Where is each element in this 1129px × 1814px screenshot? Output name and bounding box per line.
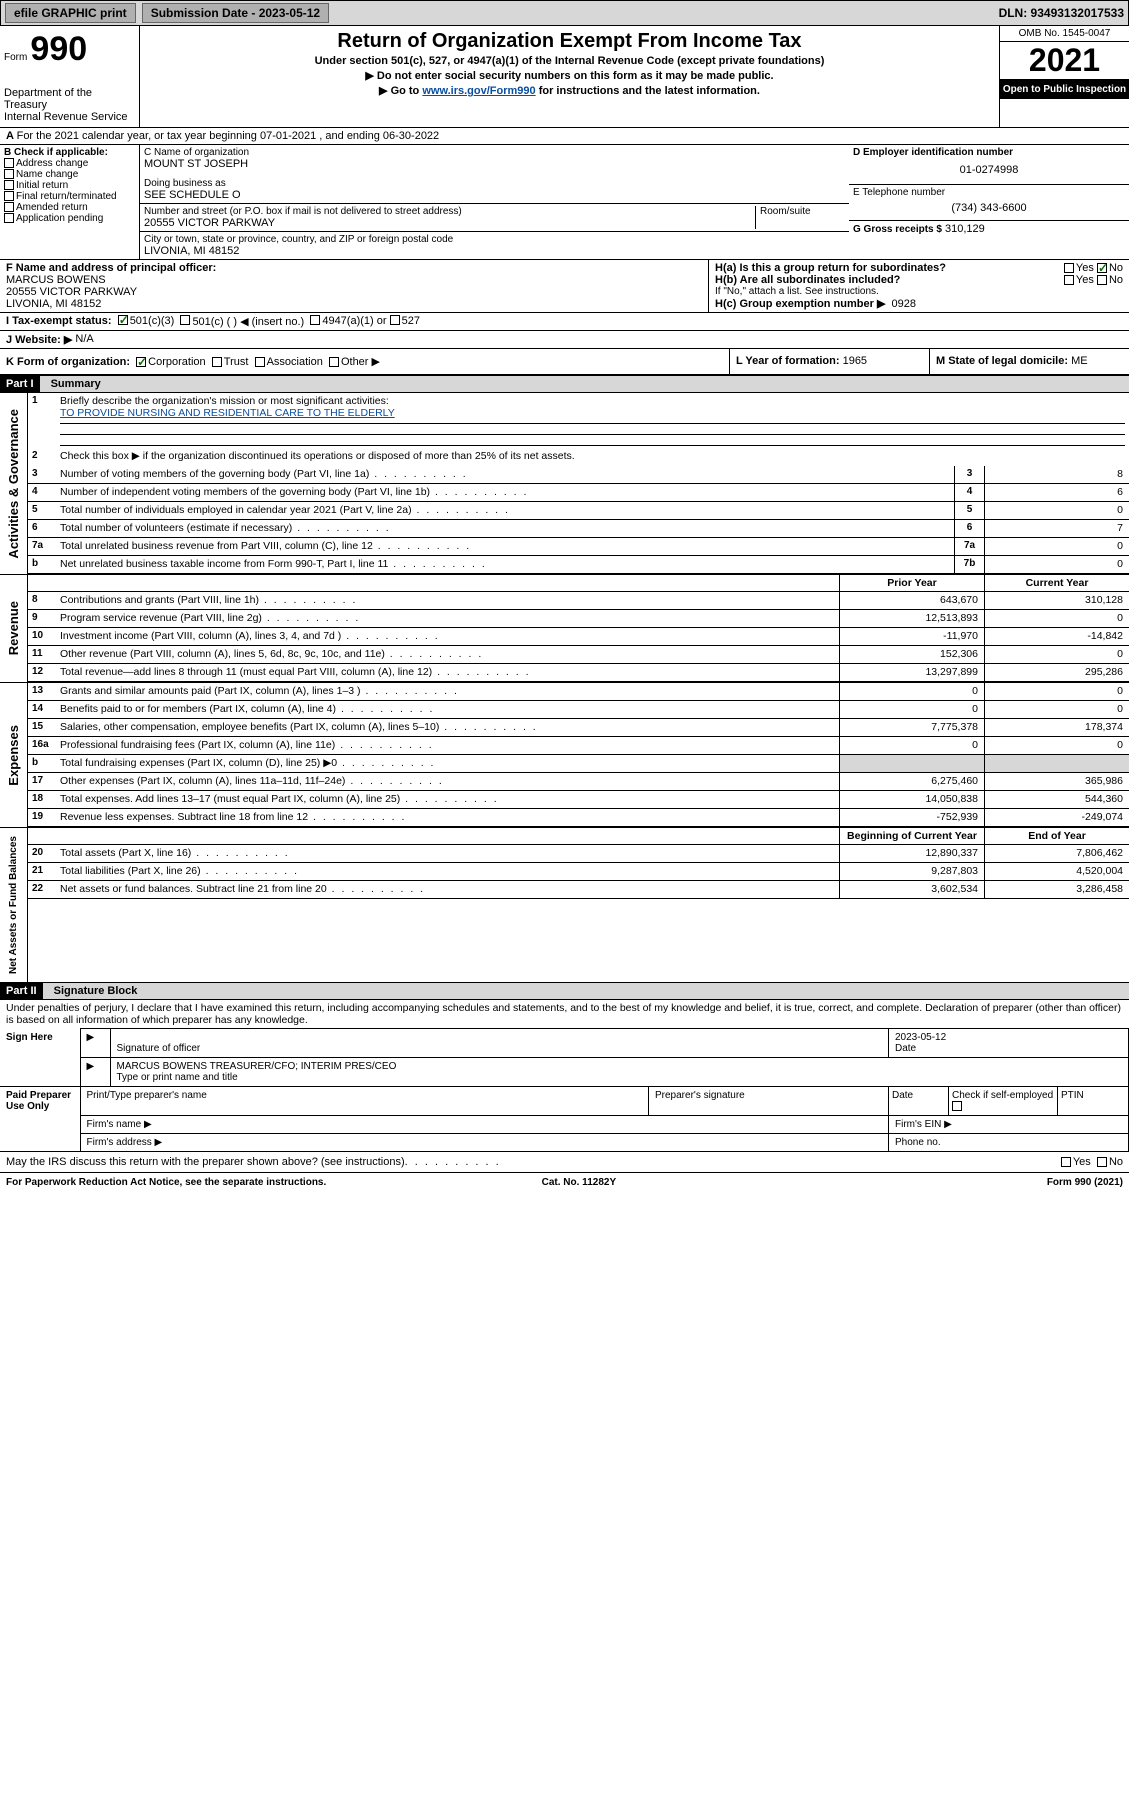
table-row: 5Total number of individuals employed in… [28,502,1129,520]
submission-date: Submission Date - 2023-05-12 [142,3,329,23]
table-row: 3Number of voting members of the governi… [28,466,1129,484]
table-row: 12Total revenue—add lines 8 through 11 (… [28,664,1129,682]
table-row: 6Total number of volunteers (estimate if… [28,520,1129,538]
part-i-bar: Part I Summary [0,375,1129,393]
subtitle-2: ▶ Do not enter social security numbers o… [144,69,995,82]
netassets-section: Net Assets or Fund Balances Beginning of… [0,827,1129,982]
table-row: 11Other revenue (Part VIII, column (A), … [28,646,1129,664]
table-row: bTotal fundraising expenses (Part IX, co… [28,755,1129,773]
table-row: 17Other expenses (Part IX, column (A), l… [28,773,1129,791]
table-row: 21Total liabilities (Part X, line 26)9,2… [28,863,1129,881]
paid-preparer-label: Paid Preparer Use Only [0,1087,80,1152]
subtitle-3: ▶ Go to www.irs.gov/Form990 for instruct… [144,84,995,97]
line-a: A For the 2021 calendar year, or tax yea… [0,128,1129,145]
table-row: 19Revenue less expenses. Subtract line 1… [28,809,1129,827]
governance-section: Activities & Governance 1 Briefly descri… [0,393,1129,574]
expenses-section: Expenses 13Grants and similar amounts pa… [0,682,1129,827]
form-number: 990 [30,30,87,68]
irs-label: Internal Revenue Service [4,111,135,123]
signature-table: Sign Here ▶ Signature of officer 2023-05… [0,1028,1129,1152]
irs-link[interactable]: www.irs.gov/Form990 [422,85,535,97]
line-j: J Website: ▶ N/A [0,331,1129,349]
table-row: 20Total assets (Part X, line 16)12,890,3… [28,845,1129,863]
revenue-section: Revenue Prior Year Current Year 8Contrib… [0,574,1129,682]
box-deg: D Employer identification number 01-0274… [849,145,1129,259]
table-row: 9Program service revenue (Part VIII, lin… [28,610,1129,628]
department: Department of the Treasury [4,87,135,111]
form-header: Form 990 Department of the Treasury Inte… [0,26,1129,128]
inspection-label: Open to Public Inspection [1000,80,1129,99]
box-f: F Name and address of principal officer:… [0,260,709,312]
table-row: 13Grants and similar amounts paid (Part … [28,683,1129,701]
table-row: 7aTotal unrelated business revenue from … [28,538,1129,556]
table-row: 10Investment income (Part VIII, column (… [28,628,1129,646]
table-row: bNet unrelated business taxable income f… [28,556,1129,574]
box-h: H(a) Is this a group return for subordin… [709,260,1129,312]
line-klm: K Form of organization: Corporation Trus… [0,349,1129,375]
form-title: Return of Organization Exempt From Incom… [144,30,995,53]
prior-year-hdr: Prior Year [839,575,984,591]
fh-block: F Name and address of principal officer:… [0,260,1129,313]
table-row: 8Contributions and grants (Part VIII, li… [28,592,1129,610]
tax-year: 2021 [1000,42,1129,80]
table-row: 14Benefits paid to or for members (Part … [28,701,1129,719]
omb-number: OMB No. 1545-0047 [1000,26,1129,42]
current-year-hdr: Current Year [984,575,1129,591]
subtitle-1: Under section 501(c), 527, or 4947(a)(1)… [144,55,995,67]
form-label: Form [4,52,27,63]
footer: For Paperwork Reduction Act Notice, see … [0,1173,1129,1192]
table-row: 4Number of independent voting members of… [28,484,1129,502]
top-bar: efile GRAPHIC print Submission Date - 20… [0,0,1129,26]
line-i: I Tax-exempt status: 501(c)(3) 501(c) ( … [0,313,1129,331]
box-b: B Check if applicable: Address change Na… [0,145,140,259]
dln: DLN: 93493132017533 [999,6,1124,20]
part-ii-bar: Part II Signature Block [0,982,1129,1000]
declaration: Under penalties of perjury, I declare th… [0,1000,1129,1028]
box-c: C Name of organization MOUNT ST JOSEPH D… [140,145,849,259]
discuss-row: May the IRS discuss this return with the… [0,1152,1129,1173]
table-row: 15Salaries, other compensation, employee… [28,719,1129,737]
table-row: 22Net assets or fund balances. Subtract … [28,881,1129,899]
table-row: 16aProfessional fundraising fees (Part I… [28,737,1129,755]
gov-side-label: Activities & Governance [4,401,23,567]
sign-here-label: Sign Here [0,1029,80,1087]
table-row: 18Total expenses. Add lines 13–17 (must … [28,791,1129,809]
entity-block: B Check if applicable: Address change Na… [0,145,1129,260]
efile-button[interactable]: efile GRAPHIC print [5,3,136,23]
